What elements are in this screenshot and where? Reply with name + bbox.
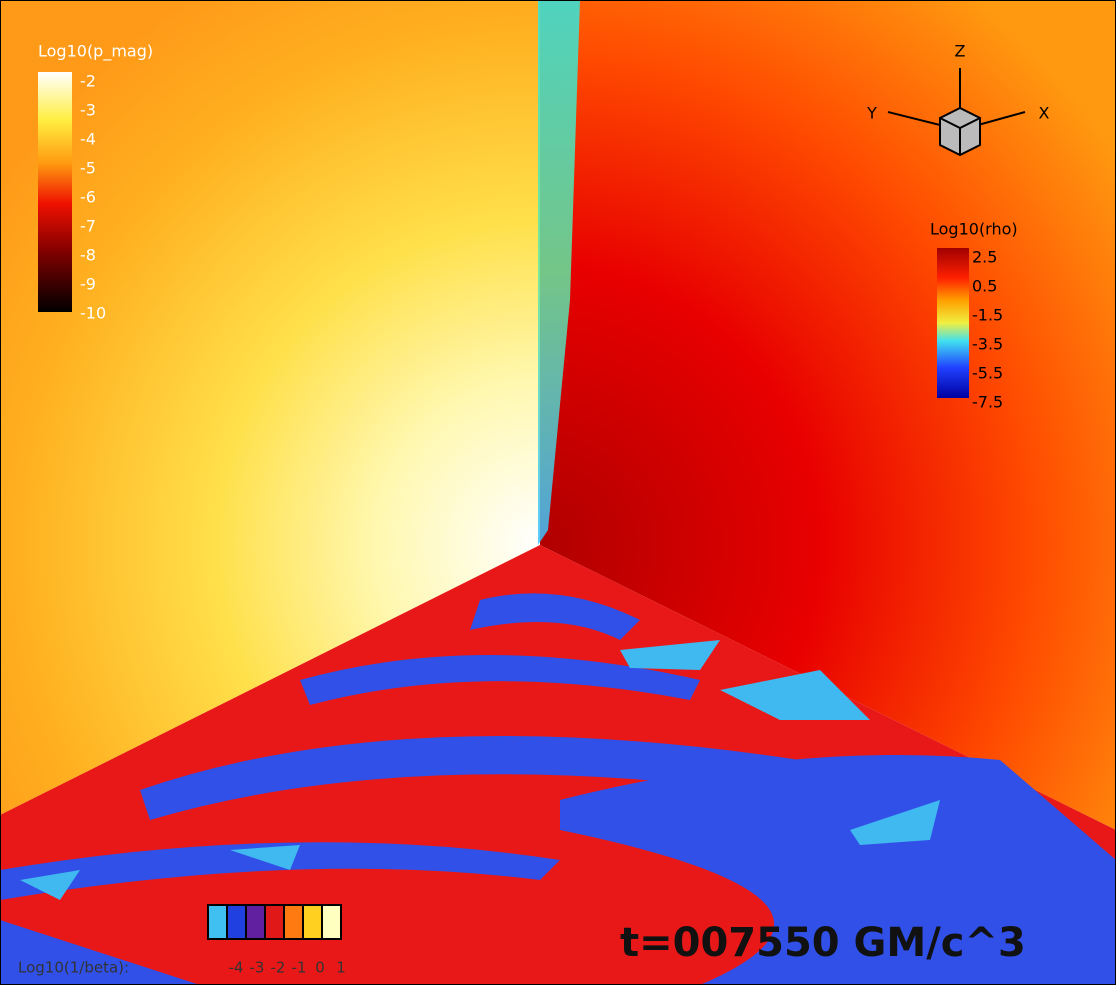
beta-label: -1 [292,959,307,977]
visualization: Log10(p_mag) -2-3-4-5-6-7-8-9-10 Log10(r… [0,0,1116,985]
rho-colorbar [937,248,969,398]
pmag-label: -4 [80,130,96,149]
pmag-label: -6 [80,188,96,207]
rho-label: 0.5 [972,277,997,296]
timestamp: t=007550 GM/c^3 [620,920,1026,966]
pmag-label: -10 [80,304,106,323]
beta-label: 0 [315,959,325,977]
pmag-label: -3 [80,101,96,120]
pmag-colorbar [38,72,72,312]
rho-label: -5.5 [972,364,1003,383]
rho-label: -7.5 [972,393,1003,412]
rho-title: Log10(rho) [930,220,1018,239]
beta-label: 1 [336,959,346,977]
pmag-label: -8 [80,246,96,265]
pmag-label: -2 [80,72,96,91]
triad-y: Y [866,104,877,123]
beta-label: -4 [229,959,244,977]
rho-label: -3.5 [972,335,1003,354]
rho-label: 2.5 [972,248,997,267]
pmag-label: -9 [80,275,96,294]
rho-label: -1.5 [972,306,1003,325]
pmag-label: -7 [80,217,96,236]
triad-x: X [1039,104,1050,123]
triad-z: Z [955,42,966,61]
page: Log10(p_mag) -2-3-4-5-6-7-8-9-10 Log10(r… [0,0,1116,985]
beta-title: Log10(1/beta): [18,959,129,977]
pmag-title: Log10(p_mag) [38,42,153,62]
beta-label: -2 [271,959,286,977]
beta-colorbar [208,905,341,939]
beta-label: -3 [250,959,265,977]
pmag-label: -5 [80,159,96,178]
